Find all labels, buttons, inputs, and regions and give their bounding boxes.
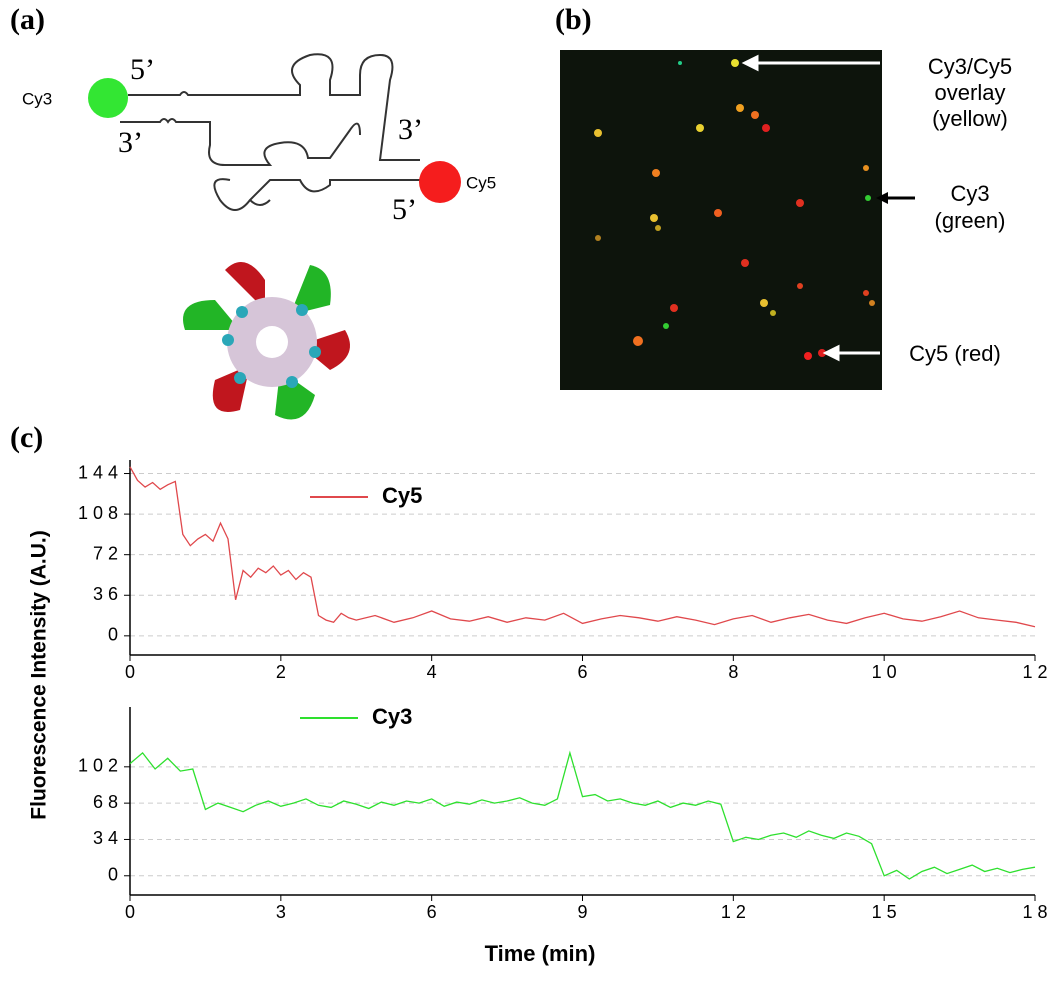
y-tick-label: 0 xyxy=(108,625,118,645)
protein-structure xyxy=(183,262,350,420)
x-tick-label: 1 2 xyxy=(1022,662,1047,682)
annotation: Cy3/Cy5 xyxy=(928,54,1012,79)
legend-label: Cy5 xyxy=(382,483,422,508)
data-line xyxy=(129,466,1036,628)
annotation: (yellow) xyxy=(932,106,1008,131)
y-axis-label: Fluorescence Intensity (A.U.) xyxy=(28,530,51,819)
x-tick-label: 1 8 xyxy=(1022,902,1047,922)
cy3-dye xyxy=(88,78,128,118)
cy5-dye xyxy=(419,161,461,203)
x-tick-label: 8 xyxy=(728,662,738,682)
y-tick-label: 0 xyxy=(108,865,118,885)
y-tick-label: 6 8 xyxy=(93,792,118,812)
pointer-arrow-head xyxy=(876,192,888,204)
y-tick-label: 1 4 4 xyxy=(78,462,118,482)
pointer-arrows xyxy=(741,54,880,362)
annotation: Cy5 (red) xyxy=(909,341,1001,366)
x-tick-label: 6 xyxy=(427,902,437,922)
x-tick-label: 4 xyxy=(427,662,437,682)
x-tick-label: 3 xyxy=(276,902,286,922)
panel-label: (a) xyxy=(10,3,45,36)
legend-label: Cy3 xyxy=(372,704,412,729)
y-tick-label: 3 6 xyxy=(93,584,118,604)
x-tick-label: 9 xyxy=(577,902,587,922)
y-tick-label: 1 0 8 xyxy=(78,503,118,523)
x-tick-label: 6 xyxy=(577,662,587,682)
x-tick-label: 0 xyxy=(125,662,135,682)
y-tick-label: 7 2 xyxy=(93,543,118,563)
y-tick-label: 3 4 xyxy=(93,828,118,848)
x-tick-label: 1 2 xyxy=(721,902,746,922)
dye-label: Cy3 xyxy=(22,89,52,108)
data-line xyxy=(129,750,1036,880)
strand-end: 5’ xyxy=(130,53,155,86)
dye-label: Cy5 xyxy=(466,173,496,192)
y-tick-label: 1 0 2 xyxy=(78,756,118,776)
panel-label: (b) xyxy=(555,3,592,36)
fluorescent-spots xyxy=(594,59,875,360)
x-tick-label: 1 0 xyxy=(872,662,897,682)
x-axis-label: Time (min) xyxy=(485,941,596,966)
x-tick-label: 1 5 xyxy=(872,902,897,922)
strand-end: 5’ xyxy=(392,193,417,226)
strand-end: 3’ xyxy=(118,126,143,159)
panel-label: (c) xyxy=(10,421,43,454)
strand-end: 3’ xyxy=(398,113,423,146)
x-tick-label: 2 xyxy=(276,662,286,682)
micrograph xyxy=(560,50,882,390)
annotation: Cy3 xyxy=(950,181,989,206)
rna-diagram xyxy=(120,53,430,211)
annotation: overlay xyxy=(935,80,1006,105)
x-tick-label: 0 xyxy=(125,902,135,922)
annotation: (green) xyxy=(935,208,1006,233)
